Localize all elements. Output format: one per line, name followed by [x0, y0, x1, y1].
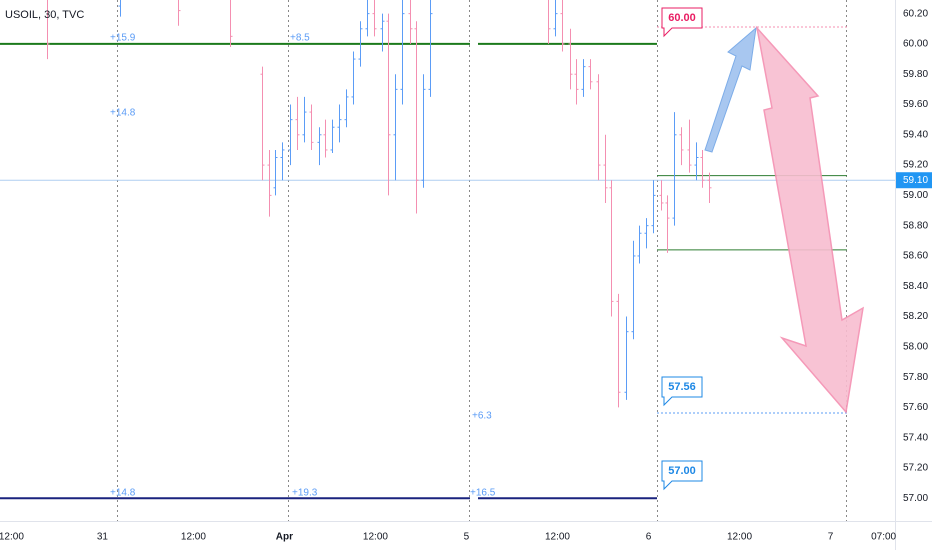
up-arrow	[704, 26, 757, 153]
y-tick-label: 60.00	[903, 39, 928, 50]
y-tick-label: 58.60	[903, 251, 928, 262]
last-price-tag	[896, 172, 932, 189]
callout-label: 57.56	[668, 381, 696, 393]
y-tick-label: 57.20	[903, 463, 928, 474]
y-tick-label: 58.40	[903, 281, 928, 292]
drawing-verticals	[117, 0, 847, 521]
callout-label: 60.00	[668, 12, 696, 24]
y-tick-label: 57.80	[903, 372, 928, 383]
callout-box	[661, 460, 703, 491]
y-tick-label: 58.20	[903, 311, 928, 322]
x-tick-label: Apr	[276, 532, 293, 543]
plot	[0, 0, 895, 500]
callout-box	[661, 7, 703, 38]
x-tick-label: 7	[828, 532, 834, 543]
y-tick-label: 59.60	[903, 99, 928, 110]
down-arrow	[755, 25, 864, 414]
y-tick-label: 60.20	[903, 8, 928, 19]
measure-label: +6.3	[472, 411, 492, 422]
measure-label: +14.8	[110, 488, 136, 499]
x-tick-label: 31	[97, 532, 109, 543]
y-tick-label: 59.00	[903, 190, 928, 201]
last-price-label: 59.10	[903, 175, 928, 186]
y-tick-label: 58.00	[903, 341, 928, 352]
x-tick-label: 5	[464, 532, 470, 543]
y-tick-label: 59.20	[903, 160, 928, 171]
callout-box	[661, 376, 703, 407]
y-tick-label: 58.80	[903, 220, 928, 231]
x-tick-label: 12:00	[545, 532, 570, 543]
y-tick-label: 57.00	[903, 493, 928, 504]
measure-label: +19.3	[292, 488, 318, 499]
y-tick-label: 59.40	[903, 129, 928, 140]
measure-label: +16.5	[470, 488, 496, 499]
measure-label: +15.9	[110, 33, 136, 44]
y-tick-label: 57.40	[903, 432, 928, 443]
x-tick-label: 12:00	[727, 532, 752, 543]
x-tick-label: 12:00	[181, 532, 206, 543]
callout-label: 57.00	[668, 465, 696, 477]
x-tick-label: 6	[646, 532, 652, 543]
x-tick-label: 07:00	[871, 532, 896, 543]
measure-label: +14.8	[110, 108, 136, 119]
y-tick-label: 59.80	[903, 69, 928, 80]
chart-title: USOIL, 30, TVC	[5, 9, 84, 21]
measure-label: +8.5	[290, 33, 310, 44]
x-tick-label: 12:00	[363, 532, 388, 543]
y-tick-label: 57.60	[903, 402, 928, 413]
x-tick-label: 12:00	[0, 532, 24, 543]
